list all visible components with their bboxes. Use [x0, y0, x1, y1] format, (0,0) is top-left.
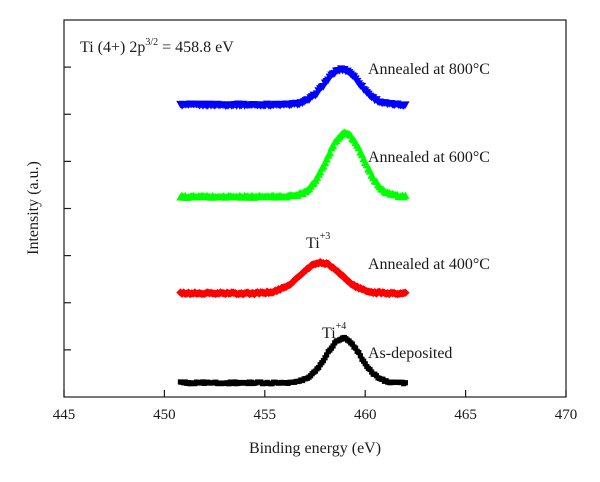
annotation-prefix: Ti (4+) 2p	[80, 39, 145, 56]
data-point	[352, 345, 359, 351]
y-ticks	[64, 66, 71, 351]
data-point	[401, 191, 410, 200]
series-label-as-deposited: As-deposited	[368, 345, 452, 362]
x-ticks: 445 450 455 460 465 470	[53, 390, 578, 423]
data-point	[401, 101, 410, 109]
series-2	[176, 258, 410, 299]
data-point	[316, 167, 325, 176]
series-0	[176, 65, 410, 110]
peak-label-ti4-sup: +4	[336, 321, 347, 332]
data-point	[322, 355, 328, 361]
y-axis-label: Intensity (a.u.)	[25, 161, 42, 255]
plot-frame	[63, 19, 567, 398]
data-point	[320, 358, 327, 364]
peak-label-ti3: Ti+3	[306, 231, 330, 252]
annotation-suffix: = 458.8 eV	[158, 39, 234, 56]
series-3	[177, 334, 408, 387]
x-tick-label: 455	[254, 407, 277, 423]
data-point	[356, 349, 362, 356]
series-layer	[176, 65, 410, 387]
data-point	[362, 361, 368, 367]
data-point	[357, 353, 363, 359]
x-tick-label: 470	[555, 407, 578, 423]
data-point	[328, 141, 338, 150]
data-point	[349, 341, 355, 347]
peak-label-ti4-base: Ti	[322, 325, 336, 342]
data-point	[325, 148, 335, 157]
peak-label-ti3-base: Ti	[306, 235, 320, 252]
annotation-superscript: 3/2	[145, 37, 158, 48]
x-axis-label: Binding energy (eV)	[249, 440, 381, 457]
data-point	[324, 352, 330, 358]
data-point	[401, 288, 410, 297]
series-label-600: Annealed at 600°C	[368, 149, 490, 166]
x-tick-label: 460	[354, 407, 377, 423]
data-point	[402, 380, 408, 386]
data-point	[316, 364, 322, 371]
data-point	[330, 343, 336, 349]
peak-label-ti4: Ti+4	[322, 321, 346, 342]
series-label-800: Annealed at 800°C	[368, 61, 490, 78]
series-label-400: Annealed at 400°C	[368, 256, 490, 273]
binding-energy-annotation: Ti (4+) 2p3/2 = 458.8 eV	[80, 37, 234, 56]
x-tick-label: 445	[53, 407, 76, 423]
x-tick-label: 450	[153, 407, 176, 423]
peak-label-ti3-sup: +3	[320, 231, 331, 242]
series-1	[176, 128, 410, 201]
x-tick-label: 465	[454, 407, 477, 423]
